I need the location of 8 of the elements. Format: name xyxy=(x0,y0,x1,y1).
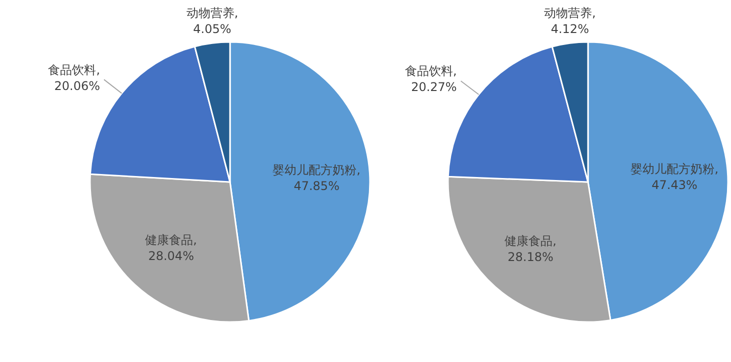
data-label: 动物营养, 4.05% xyxy=(186,5,238,38)
data-label: 食品饮料, 20.27% xyxy=(405,63,457,95)
data-label: 动物营养, 4.12% xyxy=(544,5,596,38)
data-label: 食品饮料, 20.06% xyxy=(48,62,100,94)
data-label: 婴幼儿配方奶粉, 47.85% xyxy=(272,162,360,194)
data-label: 健康食品, 28.04% xyxy=(145,232,197,264)
data-label: 健康食品, 28.18% xyxy=(504,233,556,266)
data-label: 婴幼儿配方奶粉, 47.43% xyxy=(630,160,718,193)
